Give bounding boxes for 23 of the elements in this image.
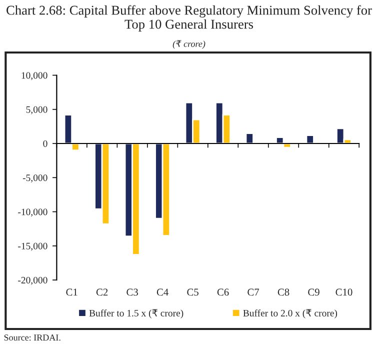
- y-tick-label: 5,000: [26, 106, 48, 114]
- chart-subtitle: (₹ crore): [172, 40, 206, 49]
- legend-label: Buffer to 1.5 x (₹ crore): [89, 309, 184, 318]
- x-tick-label: C7: [248, 288, 260, 296]
- x-tick-label: C5: [187, 288, 198, 296]
- x-tick-label: C9: [308, 288, 320, 296]
- x-tick-label: C1: [66, 288, 78, 296]
- x-tick-label: C10: [336, 288, 352, 296]
- y-tick-label: 0: [43, 140, 48, 147]
- x-tick-label: C8: [278, 288, 290, 296]
- x-tick-label: C4: [156, 288, 168, 296]
- x-tick-label: C2: [96, 288, 108, 296]
- source-note: Source: IRDAI.: [4, 334, 60, 341]
- y-tick-label: -15,000: [18, 242, 48, 251]
- chart-title: Chart 2.68: Capital Buffer above Regulatory Minimum Solvency for Top 10 General Insurers: [6, 5, 372, 32]
- y-tick-label: -20,000: [18, 276, 48, 285]
- y-tick-label: 10,000: [22, 72, 48, 80]
- x-tick-label: C3: [126, 288, 138, 296]
- y-tick-label: -10,000: [18, 208, 48, 217]
- x-tick-label: C6: [217, 288, 229, 296]
- y-tick-label: -5,000: [22, 174, 48, 182]
- legend-label: Buffer to 2.0 x (₹ crore): [243, 309, 338, 318]
- bar: [245, 132, 254, 144]
